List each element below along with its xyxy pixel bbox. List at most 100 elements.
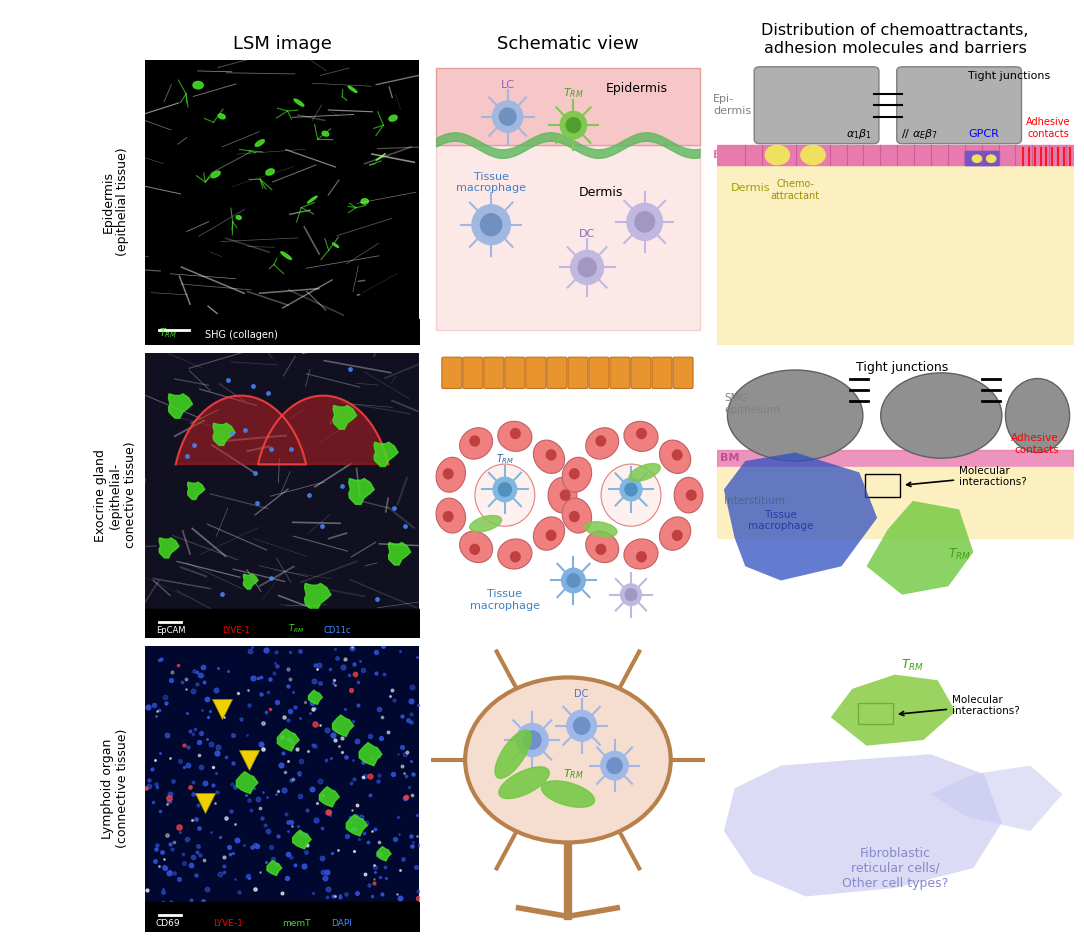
Ellipse shape [509, 551, 520, 562]
Circle shape [601, 751, 629, 780]
Ellipse shape [569, 468, 580, 479]
Text: GPCR: GPCR [969, 129, 999, 138]
Circle shape [986, 155, 996, 163]
Polygon shape [376, 153, 386, 161]
Text: Molecular
interactions?: Molecular interactions? [906, 465, 1027, 487]
Text: memT: memT [282, 918, 310, 928]
Circle shape [500, 108, 516, 125]
Ellipse shape [595, 543, 606, 555]
Circle shape [567, 711, 596, 741]
Text: Epi-
dermis: Epi- dermis [713, 94, 751, 116]
Polygon shape [724, 452, 877, 581]
Polygon shape [193, 82, 203, 88]
Polygon shape [437, 145, 699, 330]
Polygon shape [211, 171, 220, 178]
Ellipse shape [636, 428, 647, 439]
Circle shape [516, 724, 549, 757]
Polygon shape [218, 114, 225, 118]
Text: Epidermis: Epidermis [606, 82, 668, 95]
Polygon shape [236, 772, 258, 793]
Polygon shape [320, 787, 339, 807]
Ellipse shape [727, 370, 863, 461]
Text: $T_{RM}$: $T_{RM}$ [947, 547, 970, 562]
FancyBboxPatch shape [568, 357, 588, 388]
Polygon shape [168, 394, 193, 418]
Ellipse shape [545, 449, 556, 461]
Ellipse shape [436, 457, 465, 493]
Ellipse shape [559, 490, 570, 501]
Text: Chemo-
attractant: Chemo- attractant [771, 180, 820, 201]
Text: Exocrine gland
(epithelial-
conective tissue): Exocrine gland (epithelial- conective ti… [94, 442, 137, 548]
Text: SMG
epithelium: SMG epithelium [724, 393, 779, 415]
Text: $T_{RM}$: $T_{RM}$ [563, 86, 584, 100]
Polygon shape [349, 478, 374, 505]
Text: Tissue
macrophage: Tissue macrophage [456, 172, 526, 194]
Text: Interstitium: Interstitium [724, 495, 785, 506]
Text: Epidermis
(epithelial tissue): Epidermis (epithelial tissue) [102, 148, 129, 257]
Circle shape [627, 203, 662, 241]
Text: Molecular
interactions?: Molecular interactions? [900, 695, 1020, 716]
Text: Dermis: Dermis [731, 182, 771, 193]
Ellipse shape [498, 539, 532, 569]
Ellipse shape [659, 440, 691, 474]
Polygon shape [159, 538, 179, 558]
Circle shape [566, 118, 581, 133]
Ellipse shape [533, 440, 565, 474]
Polygon shape [333, 405, 357, 430]
Polygon shape [437, 69, 699, 145]
Circle shape [472, 205, 511, 244]
Ellipse shape [465, 678, 671, 842]
Text: BM: BM [721, 453, 739, 463]
Text: Fibroblastic
reticular cells/
Other cell types?: Fibroblastic reticular cells/ Other cell… [842, 847, 948, 889]
Ellipse shape [469, 543, 480, 555]
Text: // $\alpha_E\beta_7$: // $\alpha_E\beta_7$ [902, 127, 939, 140]
Polygon shape [374, 442, 398, 466]
Ellipse shape [585, 428, 619, 459]
Polygon shape [830, 675, 956, 745]
Text: Tissue
macrophage: Tissue macrophage [748, 509, 814, 531]
Polygon shape [293, 830, 311, 849]
FancyBboxPatch shape [965, 150, 1001, 166]
Text: Distribution of chemoattractants,
adhesion molecules and barriers: Distribution of chemoattractants, adhesi… [761, 24, 1029, 55]
Circle shape [570, 250, 604, 285]
Polygon shape [281, 252, 292, 259]
Circle shape [560, 112, 586, 139]
FancyBboxPatch shape [896, 67, 1021, 144]
Text: $T_{RM}$: $T_{RM}$ [901, 658, 925, 673]
Circle shape [625, 588, 636, 601]
Text: $T_{RM}$: $T_{RM}$ [495, 452, 514, 466]
Ellipse shape [563, 498, 592, 533]
Polygon shape [361, 198, 369, 204]
Text: Lymphoid organ
(connective tissue): Lymphoid organ (connective tissue) [102, 728, 129, 848]
Polygon shape [495, 730, 531, 778]
Polygon shape [629, 463, 660, 481]
Text: EpCAM: EpCAM [156, 625, 185, 634]
FancyBboxPatch shape [589, 357, 609, 388]
FancyBboxPatch shape [631, 357, 651, 388]
Ellipse shape [1006, 379, 1070, 452]
Text: Schematic view: Schematic view [498, 35, 638, 54]
FancyBboxPatch shape [547, 357, 567, 388]
Polygon shape [255, 140, 264, 147]
Polygon shape [347, 815, 367, 836]
Text: LYVE-1: LYVE-1 [214, 918, 244, 928]
Text: LSM image: LSM image [233, 35, 332, 54]
Ellipse shape [686, 490, 697, 501]
Polygon shape [333, 715, 353, 736]
Circle shape [492, 101, 522, 133]
Polygon shape [333, 243, 338, 247]
Text: CD69: CD69 [156, 918, 181, 928]
Text: $T_{RM}$: $T_{RM}$ [287, 622, 304, 635]
FancyBboxPatch shape [442, 357, 462, 388]
Ellipse shape [460, 428, 492, 459]
Ellipse shape [672, 530, 683, 541]
Polygon shape [866, 501, 973, 595]
Ellipse shape [442, 510, 454, 523]
Circle shape [573, 717, 590, 734]
Ellipse shape [659, 517, 691, 550]
Ellipse shape [674, 478, 702, 513]
Ellipse shape [436, 498, 465, 533]
Ellipse shape [563, 457, 592, 493]
FancyBboxPatch shape [754, 67, 879, 144]
Ellipse shape [509, 428, 520, 439]
